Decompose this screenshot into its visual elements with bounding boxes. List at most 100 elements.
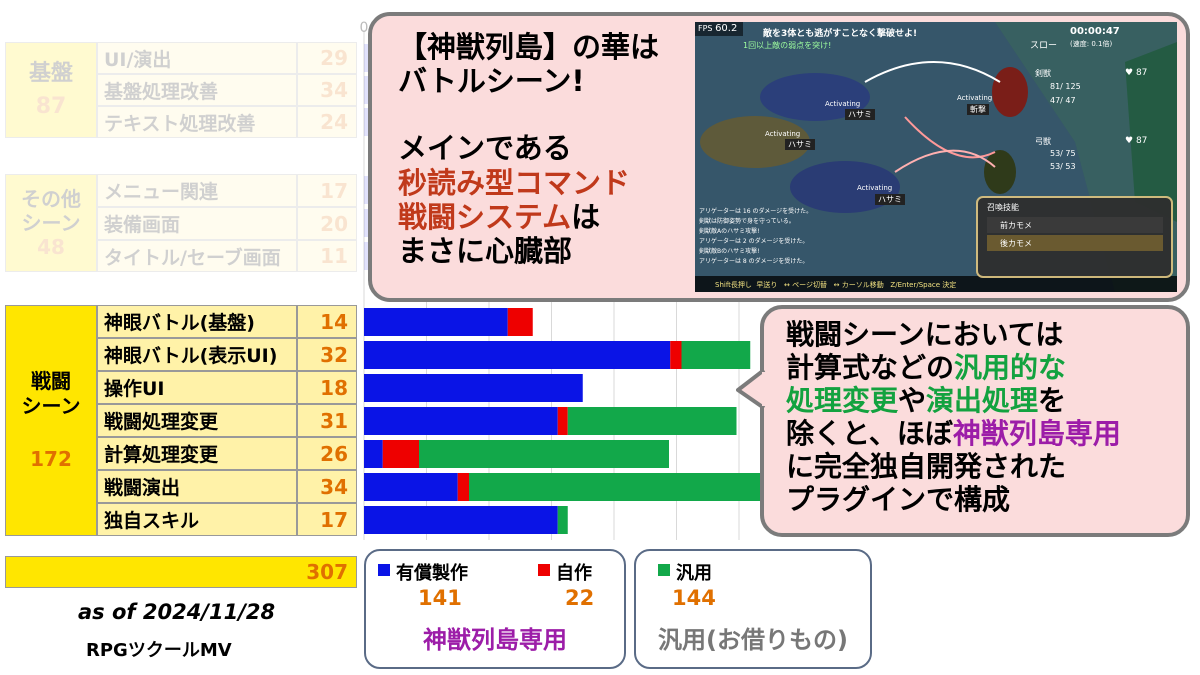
callout-rest: は (571, 199, 601, 234)
legend-label-generic: 汎用 (676, 563, 712, 584)
row-name: 装備画面 (97, 207, 297, 240)
row-name: テキスト処理改善 (97, 106, 297, 138)
battle-log: アリゲーターは 16 のダメージを受けた。 剣獣は防御姿勢で身を守っている。 剣獣敵… (699, 207, 812, 267)
battle-log-line: 剣獣敵Aのハサミ攻撃! (699, 228, 760, 235)
callout-top-text: 【神獣列島】の華は バトルシーン! メインである 秒読み型コマンド 戦闘システム… (398, 30, 659, 268)
hero2-heart-value: 87 (1135, 136, 1148, 146)
hero2-mp: 53/ 53 (1050, 162, 1076, 171)
bar-segment (457, 473, 469, 501)
legend-value-generic: 144 (672, 586, 716, 610)
row-value-text: 20 (320, 211, 348, 236)
category-total: 87 (35, 94, 67, 119)
activating-label: Activating (825, 100, 861, 108)
row-name-text: 基盤処理改善 (104, 80, 219, 103)
callout-text: や (898, 384, 927, 418)
callout-bottom-text: 戦闘シーンにおいては 計算式などの汎用的な 処理変更や演出処理を 除くと、ほぼ神… (786, 318, 1121, 516)
battle-log-line: アリゲーターは 16 のダメージを受けた。 (699, 208, 813, 215)
row-value: 34 (297, 74, 357, 106)
callout-line: プラグインで構成 (786, 483, 1011, 517)
speed-label: スロー (1030, 41, 1058, 51)
battle-row-name: 神眼バトル(基盤) (97, 305, 297, 338)
battle-row-value: 32 (297, 338, 357, 371)
timer-text: 00:00:47 (1070, 26, 1120, 37)
legend-swatch-generic (658, 564, 670, 576)
game-scene (695, 22, 1177, 292)
skill-zanzan: 斬撃 (967, 104, 989, 115)
callout-line: まさに心臓部 (398, 234, 573, 269)
bar-segment (557, 506, 568, 534)
battle-row-value: 18 (297, 371, 357, 404)
callout-line: バトルシーン! (398, 64, 585, 99)
bar-segment (364, 341, 671, 369)
legend-value-self: 22 (565, 586, 595, 610)
battle-row-name: 独自スキル (97, 503, 297, 536)
battle-row-name: 操作UI (97, 371, 297, 404)
callout-line: に完全独自開発された (786, 450, 1067, 484)
battle-row-value: 14 (297, 305, 357, 338)
battle-row-name: 戦闘演出 (97, 470, 297, 503)
bar-segment (364, 506, 558, 534)
timer-sub-text: (速度: 0.1倍) (1070, 40, 1113, 48)
legend-label-self: 自作 (556, 563, 592, 584)
battle-row-value: 17 (297, 503, 357, 536)
callout-text: 計算式などの (786, 351, 955, 385)
callout-text: 除くと、ほぼ (786, 417, 953, 451)
category-total: 172 (30, 447, 72, 471)
battle-row-value: 31 (297, 404, 357, 437)
hero1-mp: 47/ 47 (1050, 96, 1076, 105)
activating-label: Activating (765, 130, 801, 138)
row-name: タイトル/セーブ画面 (97, 240, 297, 272)
battle-log-line: 剣獣は防御姿勢で身を守っている。 (699, 218, 795, 225)
battle-log-line: 剣獣敵Bのハサミ攻撃! (699, 248, 760, 255)
callout-emph: 戦闘システム (398, 199, 572, 234)
row-value-text: 29 (320, 46, 348, 70)
bar-segment (670, 341, 682, 369)
callout-line: 除くと、ほぼ神獣列島専用 (786, 417, 1121, 450)
fps-label: FPS 60.2 (698, 23, 737, 34)
callout-line: 計算式などの汎用的な (786, 351, 1121, 384)
battle-log-line: アリゲーターは 2 のダメージを受けた。 (699, 238, 809, 245)
skill-hasami-2: ハサミ (785, 139, 815, 150)
row-value: 20 (297, 207, 357, 240)
engine-label: RPGツクールMV (86, 640, 232, 661)
battle-row-value: 26 (297, 437, 357, 470)
bar-segment (364, 308, 508, 336)
legend-value-paid: 141 (418, 586, 462, 610)
row-value: 29 (297, 42, 357, 74)
callout-bottom (760, 305, 1190, 537)
bar-segment (507, 308, 533, 336)
hero2-name: 弓獣 (1035, 137, 1051, 146)
x-tick-label: 0 (360, 20, 369, 36)
summon-menu-title: 召喚技能 (987, 203, 1019, 212)
category-label: 戦闘 (31, 369, 71, 393)
fps-value: 60.2 (715, 23, 738, 34)
bar-segment (469, 473, 763, 501)
callout-emph: 演出処理 (926, 384, 1039, 418)
legend-swatch-paid (378, 564, 390, 576)
row-value: 24 (297, 106, 357, 138)
callout-line-emph: 秒読み型コマンド (398, 165, 631, 200)
row-name-text: タイトル/セーブ画面 (104, 246, 281, 269)
row-name: 基盤処理改善 (97, 74, 297, 106)
bar-segment (364, 407, 558, 435)
callout-emph: 処理変更 (786, 384, 899, 418)
row-value: 11 (297, 240, 357, 272)
legend-caption-generic: 汎用(お借りもの) (658, 626, 848, 654)
battle-row-name: 計算処理変更 (97, 437, 297, 470)
callout-line: メインである (398, 131, 572, 166)
controls-bar: Shift長押し 早送り ↔ ページ切替 ↔ カーソル移動 Z/Enter/Sp… (715, 281, 957, 289)
activating-label: Activating (957, 94, 993, 102)
hero1-hp: 81/ 125 (1050, 82, 1081, 91)
grand-total-value: 307 (306, 560, 348, 584)
row-value-text: 34 (320, 78, 348, 102)
bar-segment (681, 341, 751, 369)
battle-row-name: 神眼バトル(表示UI) (97, 338, 297, 371)
callout-line: 処理変更や演出処理を (786, 384, 1121, 417)
bar-segment (567, 407, 737, 435)
category-total: 48 (37, 235, 65, 259)
category-label: 基盤 (28, 61, 73, 86)
hero2-hp: 53/ 75 (1050, 149, 1076, 158)
row-value: 17 (297, 174, 357, 207)
bar-segment (364, 440, 383, 468)
grand-total-cell: 307 (5, 556, 357, 588)
